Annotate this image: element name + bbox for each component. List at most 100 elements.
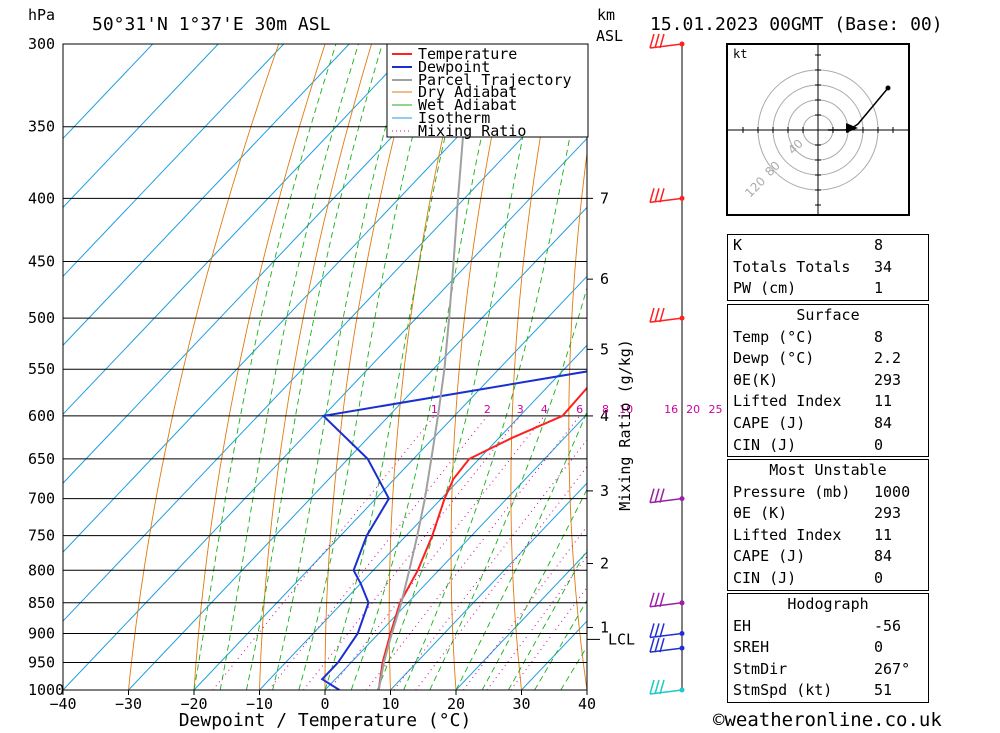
mixing-ratio-labels: 1 2 3 4 6 8 10 16 20 25 [431, 403, 723, 416]
dry-adiabat-line [259, 44, 372, 690]
km-tick-label: 2 [600, 555, 609, 573]
mixing-ratio-line [303, 415, 521, 690]
pressure-unit: hPa [28, 6, 55, 24]
mu-cape-label: CAPE (J) [733, 547, 806, 566]
legend-mixing-ratio: Mixing Ratio [418, 122, 526, 140]
wind-barb-flag [654, 188, 660, 203]
wet-adiabat-line [403, 47, 587, 690]
sreh-value: 0 [874, 638, 884, 657]
pressure-tick-label: 500 [28, 309, 55, 327]
series-dewpoint [320, 370, 587, 690]
km-tick-label: 7 [600, 189, 609, 207]
wind-barb-flag [649, 307, 655, 323]
legend-wet-adiabat: Wet Adiabat [418, 96, 517, 114]
mixing-ratio-label: 4 [541, 403, 548, 416]
storm-motion-arrow [846, 123, 858, 133]
isotherm-line [63, 44, 481, 484]
pressure-lines [63, 43, 587, 691]
wind-barb-flag [649, 592, 655, 608]
hodograph-end-point [885, 85, 891, 91]
isotherm-line [63, 44, 547, 553]
mu-cin-label: CIN (J) [733, 568, 797, 587]
pressure-tick-label: 300 [28, 35, 55, 53]
legend-dry-adiabat: Dry Adiabat [418, 83, 517, 101]
isotherm-line [63, 44, 219, 209]
isotherm-line [63, 44, 285, 278]
wind-barbs [649, 33, 685, 695]
x-tick-label: −30 [115, 695, 142, 713]
wind-barb-flag [659, 623, 665, 638]
most-unstable-title: Most Unstable [769, 461, 887, 479]
series-temperature [377, 386, 587, 690]
x-tick-label: 20 [447, 695, 465, 713]
km-tick-label: 4 [600, 407, 609, 425]
mu-pressure-value: 1000 [874, 482, 911, 501]
eh-label: EH [733, 616, 752, 635]
stmspd-value: 51 [874, 681, 893, 700]
datetime: 15.01.2023 00GMT (Base: 00) [650, 14, 943, 35]
km-tick-label: 3 [600, 482, 609, 500]
isotherm-line [63, 44, 154, 140]
hodograph-unit: kt [733, 47, 747, 61]
mu-li-value: 11 [874, 525, 893, 544]
wind-barb-flag [659, 307, 665, 323]
wind-barb-flag [654, 33, 660, 49]
wet-adiabat-line [245, 44, 383, 690]
stmdir-label: StmDir [733, 659, 788, 678]
legend-isotherm: Isotherm [418, 109, 490, 127]
x-tick-label: −40 [49, 695, 76, 713]
mixing-ratio-label: 20 [686, 403, 700, 416]
wet-adiabat-line [429, 286, 587, 690]
x-tick-label: 0 [320, 695, 329, 713]
dry-adiabat-line [975, 44, 1000, 690]
isotherm-line [390, 482, 587, 690]
copyright-link[interactable]: ©weatheronline.co.uk [713, 709, 942, 731]
surface-dewp-label: Dewp (°C) [733, 349, 815, 368]
mu-theta-value: 293 [874, 504, 902, 523]
wind-barb-flag [659, 592, 665, 608]
totals-totals-label: Totals Totals [733, 257, 851, 276]
location-title: 50°31'N 1°37'E 30m ASL [92, 14, 331, 35]
surface-dewp-value: 2.2 [874, 349, 902, 368]
wind-barb-flag [649, 33, 655, 49]
mixing-ratio-label: 25 [709, 403, 723, 416]
indices-table: K 8 Totals Totals 34 PW (cm) 1 [727, 234, 929, 301]
wind-barb [649, 488, 683, 504]
most-unstable-table: Most Unstable Pressure (mb) 1000 θE (K) 29… [727, 459, 929, 591]
pressure-tick-label: 700 [28, 490, 55, 508]
surface-theta-label: θE(K) [733, 370, 779, 389]
mixing-ratio-label: 2 [484, 403, 491, 416]
legend: Temperature Dewpoint Parcel Trajectory D… [386, 43, 589, 140]
isotherm-line [63, 137, 587, 690]
wind-barb-flag [649, 488, 655, 503]
wind-barb [649, 592, 683, 608]
x-tick-label: 10 [381, 695, 399, 713]
isotherm-line [128, 206, 587, 690]
mu-theta-label: θE (K) [733, 504, 788, 523]
isotherm-line [324, 413, 587, 690]
dry-adiabat-line [128, 44, 280, 690]
wind-barb-flag [659, 679, 665, 695]
legend-dewpoint: Dewpoint [418, 58, 490, 76]
wet-adiabat-line [298, 44, 437, 690]
mu-li-label: Lifted Index [733, 525, 842, 544]
wind-barb-flag [659, 33, 665, 49]
totals-totals-value: 34 [874, 257, 893, 276]
surface-cin-label: CIN (J) [733, 435, 797, 454]
pressure-tick-label: 750 [28, 527, 55, 545]
dry-adiabat-line [568, 149, 587, 690]
wind-barb-flag [654, 488, 660, 503]
pressure-tick-label: 600 [28, 407, 55, 425]
surface-cin-value: 0 [874, 435, 884, 454]
x-tick-label: −10 [246, 695, 273, 713]
x-tick-label: 40 [578, 695, 596, 713]
mu-pressure-label: Pressure (mb) [733, 482, 851, 501]
wind-barb-flag [659, 637, 665, 653]
hodograph-params-title: Hodograph [787, 595, 869, 613]
isotherm-line [455, 551, 587, 690]
wind-barb [649, 33, 683, 49]
mixing-ratio-axis-title: Mixing Ratio (g/kg) [616, 339, 634, 511]
pressure-tick-label: 450 [28, 253, 55, 271]
